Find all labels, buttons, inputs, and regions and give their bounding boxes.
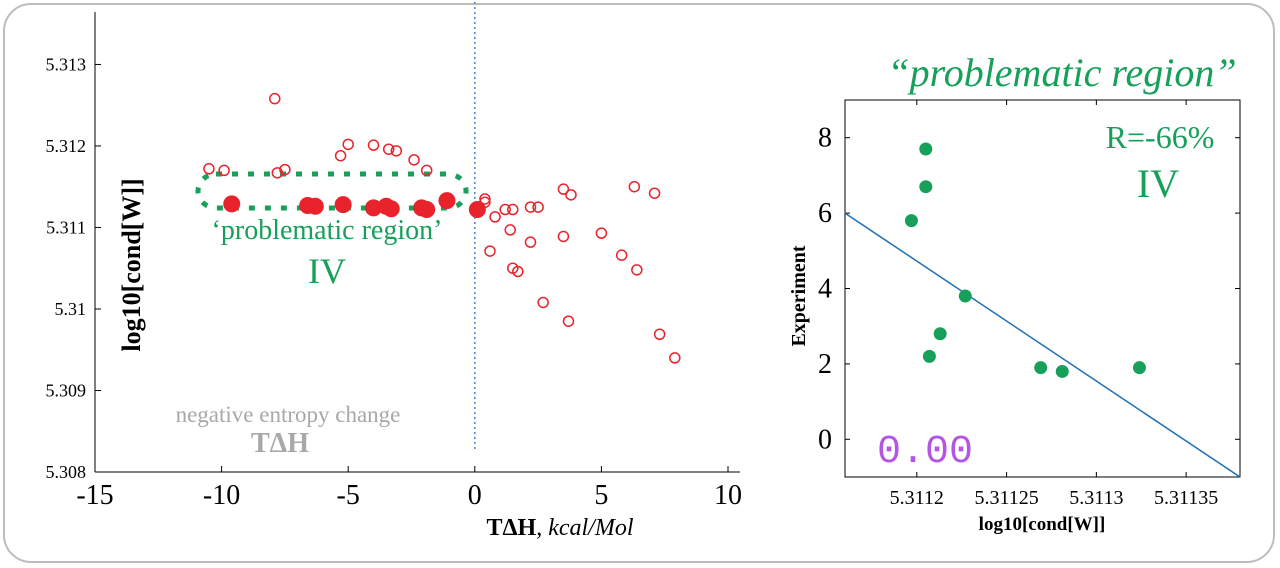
right-y-tick-label: 4 [818, 274, 832, 305]
right-y-tick-label: 8 [818, 123, 832, 154]
experiment-point [1132, 361, 1146, 375]
data-point-open [279, 163, 291, 176]
experiment-point [933, 327, 947, 341]
left-y-tick-label: 5.309 [46, 380, 87, 400]
data-point-open [420, 164, 433, 177]
left-x-tick-label: 10 [714, 480, 742, 511]
left-y-tick-label: 5.312 [46, 136, 87, 156]
correlation-label: R=-66% [1106, 119, 1215, 155]
right-x-tick-label: 5.3112 [890, 487, 944, 509]
experiment-point [1034, 361, 1048, 375]
left-scatter-chart: 5.308 5.309 5.31 5.311 5.312 5.313 -15 -10 -5 0 5… [46, 2, 742, 541]
data-point-open [499, 203, 511, 216]
left-y-tick-label: 5.313 [46, 54, 87, 74]
data-point-open [512, 265, 524, 278]
data-point-open [669, 352, 681, 364]
data-point-open [367, 139, 380, 151]
data-point-open [479, 193, 491, 205]
data-point-open [271, 167, 284, 179]
data-point-filled [382, 200, 400, 218]
data-point-open [628, 180, 641, 193]
left-x-axis-label: TΔH, kcal/Mol [486, 515, 633, 541]
data-point-open [532, 201, 544, 213]
experiment-point [904, 214, 918, 228]
left-x-tick-label: 0 [468, 480, 482, 511]
data-point-open [595, 227, 608, 239]
data-point-open [615, 249, 628, 261]
data-point-filled [223, 195, 241, 213]
data-point-open [408, 154, 420, 166]
data-point-open [565, 189, 577, 201]
left-x-tick-label: 5 [594, 480, 608, 511]
data-point-open [524, 201, 537, 213]
right-region-numeral: IV [1137, 161, 1179, 206]
experiment-point [958, 289, 972, 303]
right-y-axis-label: Experiment [788, 245, 810, 346]
right-chart-title: “problematic region” [887, 50, 1236, 95]
value-readout: 0.00 [877, 430, 973, 475]
entropy-symbol-label: TΔH [251, 428, 309, 459]
right-x-tick-label: 5.3113 [1069, 487, 1123, 509]
data-point-open [653, 328, 666, 340]
left-y-tick-label: 5.308 [46, 462, 87, 482]
figure-frame [3, 3, 1275, 563]
data-point-filled [334, 196, 352, 214]
data-point-open [390, 145, 403, 157]
left-y-tick-label: 5.31 [55, 299, 87, 319]
right-x-tick-label: 5.31125 [974, 487, 1038, 509]
data-point-open [562, 315, 575, 327]
data-point-open [524, 236, 537, 248]
region-numeral-label: IV [308, 251, 346, 291]
experiment-point [1055, 364, 1069, 378]
data-point-open [489, 211, 501, 223]
data-point-open [484, 245, 496, 257]
right-x-tick-label: 5.31135 [1154, 487, 1218, 509]
data-point-open [504, 224, 516, 236]
problematic-region-label: ‘problematic region’ [212, 215, 443, 246]
left-x-tick-label: -5 [337, 480, 360, 511]
right-plot-box [844, 99, 1241, 478]
left-x-tick-label: -10 [203, 480, 240, 511]
data-point-open [557, 183, 570, 195]
left-y-axis-label: log10[cond[W]] [117, 178, 146, 351]
data-point-filled [418, 201, 436, 219]
data-point-open [342, 138, 354, 151]
right-x-axis-label: log10[cond[W]] [979, 514, 1106, 535]
data-point-open [631, 264, 643, 276]
right-y-tick-label: 6 [818, 198, 832, 229]
data-point-open [203, 163, 215, 175]
right-y-tick-label: 0 [818, 424, 832, 455]
experiment-point [919, 180, 933, 194]
right-scatter-chart: “problematic region” 0 2 4 6 8 5.3112 5.31125… [788, 50, 1241, 535]
x-label-unit: , kcal/Mol [536, 515, 634, 541]
data-point-filled [438, 192, 456, 210]
data-point-open [382, 143, 395, 155]
left-y-tick-label: 5.311 [46, 217, 86, 237]
data-point-open [648, 187, 661, 199]
data-point-filled [306, 197, 324, 215]
left-x-tick-label: -15 [76, 480, 113, 511]
data-point-open [218, 164, 230, 177]
data-point-filled [468, 201, 486, 219]
data-point-open [334, 149, 347, 162]
negative-entropy-label: negative entropy change [176, 402, 401, 427]
problematic-region-outline [195, 171, 469, 211]
data-point-open [507, 203, 519, 216]
data-point-open [557, 230, 570, 243]
right-y-tick-label: 2 [818, 349, 832, 380]
experiment-point [922, 349, 936, 363]
x-label-bold: TΔH [486, 515, 536, 541]
data-point-open [537, 296, 549, 309]
experiment-point [919, 142, 933, 156]
regression-line [844, 212, 1241, 478]
data-point-open [269, 92, 281, 105]
